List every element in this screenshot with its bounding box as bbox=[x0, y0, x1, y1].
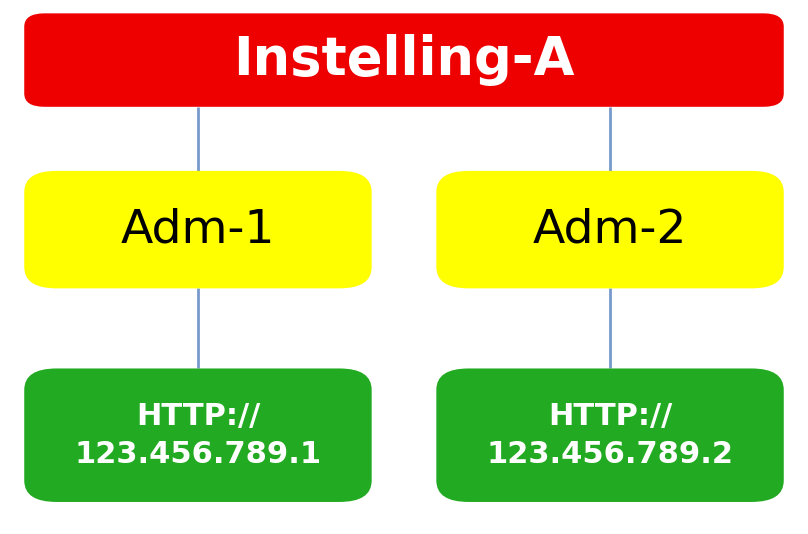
Text: Adm-1: Adm-1 bbox=[120, 207, 276, 252]
FancyBboxPatch shape bbox=[24, 368, 372, 502]
Text: Instelling-A: Instelling-A bbox=[234, 34, 574, 86]
FancyBboxPatch shape bbox=[24, 171, 372, 288]
FancyBboxPatch shape bbox=[436, 368, 784, 502]
FancyBboxPatch shape bbox=[24, 13, 784, 107]
Text: HTTP://
123.456.789.2: HTTP:// 123.456.789.2 bbox=[486, 402, 734, 469]
FancyBboxPatch shape bbox=[436, 171, 784, 288]
Text: HTTP://
123.456.789.1: HTTP:// 123.456.789.1 bbox=[74, 402, 322, 469]
Text: Adm-2: Adm-2 bbox=[532, 207, 688, 252]
